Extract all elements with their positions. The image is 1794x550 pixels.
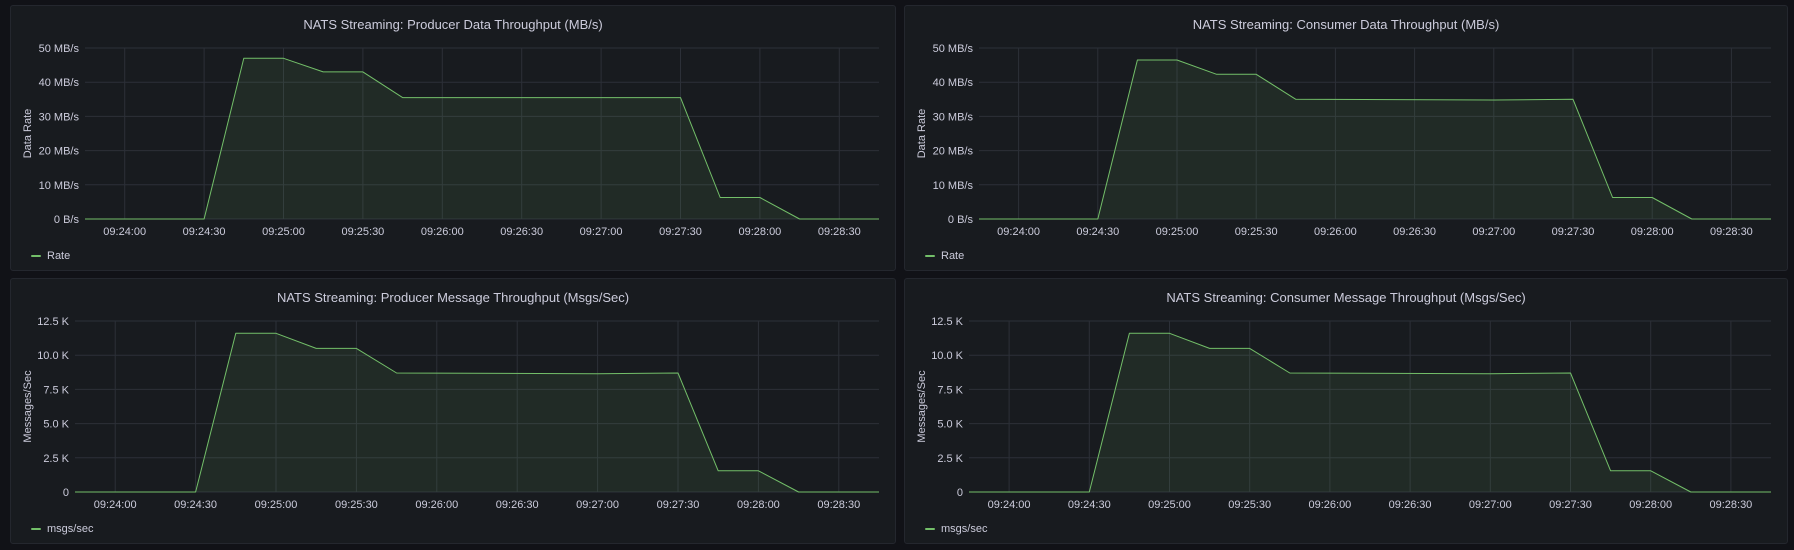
x-tick-label: 09:24:00 bbox=[94, 499, 137, 511]
x-tick-label: 09:25:30 bbox=[341, 226, 384, 238]
series-area bbox=[75, 333, 879, 492]
y-tick-label: 12.5 K bbox=[37, 316, 69, 328]
x-tick-label: 09:25:00 bbox=[255, 499, 298, 511]
x-tick-label: 09:26:30 bbox=[1389, 499, 1432, 511]
x-tick-label: 09:24:30 bbox=[1076, 226, 1119, 238]
legend-swatch bbox=[31, 528, 41, 530]
panel-consumer-data-throughput: NATS Streaming: Consumer Data Throughput… bbox=[904, 5, 1788, 271]
legend-item[interactable]: msgs/sec bbox=[925, 523, 987, 535]
y-tick-label: 10 MB/s bbox=[39, 180, 80, 192]
x-tick-label: 09:27:30 bbox=[659, 226, 702, 238]
panel-title[interactable]: NATS Streaming: Consumer Message Through… bbox=[1166, 290, 1526, 305]
y-tick-label: 2.5 K bbox=[43, 453, 69, 465]
x-tick-label: 09:27:00 bbox=[576, 499, 619, 511]
legend-item[interactable]: Rate bbox=[31, 250, 70, 262]
y-tick-label: 5.0 K bbox=[937, 419, 963, 431]
legend-label: msgs/sec bbox=[941, 523, 988, 535]
y-tick-label: 30 MB/s bbox=[39, 111, 80, 123]
y-axis-label: Data Rate bbox=[916, 109, 928, 159]
x-tick-label: 09:24:30 bbox=[1068, 499, 1111, 511]
y-tick-label: 0 bbox=[957, 487, 963, 499]
y-tick-label: 40 MB/s bbox=[933, 77, 974, 89]
y-tick-label: 40 MB/s bbox=[39, 77, 80, 89]
panel-title[interactable]: NATS Streaming: Consumer Data Throughput… bbox=[1192, 17, 1500, 32]
x-tick-label: 09:24:00 bbox=[997, 226, 1040, 238]
chart-plot: 0 2.5 K 5.0 K 7.5 K 10.0 K 12.5 K 09:24:00 09:2… bbox=[916, 316, 1772, 511]
y-tick-label: 50 MB/s bbox=[39, 43, 80, 55]
legend-label: Rate bbox=[941, 250, 965, 262]
y-tick-label: 0 bbox=[63, 487, 69, 499]
x-tick-label: 09:24:00 bbox=[988, 499, 1031, 511]
y-tick-label: 10 MB/s bbox=[933, 180, 974, 192]
y-tick-label: 50 MB/s bbox=[933, 43, 974, 55]
legend-item[interactable]: msgs/sec bbox=[31, 523, 93, 535]
x-tick-label: 09:26:30 bbox=[1393, 226, 1436, 238]
y-tick-label: 10.0 K bbox=[931, 350, 963, 362]
y-tick-label: 20 MB/s bbox=[39, 146, 80, 158]
chart-plot: 0 B/s 10 MB/s 20 MB/s 30 MB/s 40 MB/s 50 MB/s… bbox=[916, 43, 1772, 238]
x-tick-label: 09:28:00 bbox=[1631, 226, 1674, 238]
x-tick-label: 09:27:30 bbox=[1552, 226, 1595, 238]
y-axis-label: Messages/Sec bbox=[916, 370, 928, 443]
x-tick-label: 09:26:00 bbox=[415, 499, 458, 511]
x-tick-label: 09:27:00 bbox=[1469, 499, 1512, 511]
x-tick-label: 09:28:00 bbox=[737, 499, 780, 511]
legend-swatch bbox=[925, 528, 935, 530]
chart-plot: 0 B/s 10 MB/s 20 MB/s 30 MB/s 40 MB/s 50 MB/s… bbox=[22, 43, 880, 238]
x-tick-label: 09:25:00 bbox=[262, 226, 305, 238]
y-axis-label: Data Rate bbox=[22, 109, 34, 159]
legend-label: msgs/sec bbox=[47, 523, 94, 535]
x-tick-label: 09:26:00 bbox=[1314, 226, 1357, 238]
x-tick-label: 09:25:00 bbox=[1148, 499, 1191, 511]
panel-producer-message-throughput: NATS Streaming: Producer Message Through… bbox=[10, 278, 896, 544]
legend-swatch bbox=[31, 255, 41, 257]
x-tick-label: 09:28:00 bbox=[738, 226, 781, 238]
y-tick-label: 10.0 K bbox=[37, 350, 69, 362]
x-tick-label: 09:26:30 bbox=[500, 226, 543, 238]
x-tick-label: 09:28:30 bbox=[818, 226, 861, 238]
y-axis-label: Messages/Sec bbox=[22, 370, 34, 443]
panel-title[interactable]: NATS Streaming: Producer Message Through… bbox=[276, 290, 630, 305]
x-tick-label: 09:28:30 bbox=[817, 499, 860, 511]
x-tick-label: 09:27:30 bbox=[657, 499, 700, 511]
x-tick-label: 09:24:30 bbox=[174, 499, 217, 511]
x-tick-label: 09:25:00 bbox=[1156, 226, 1199, 238]
legend-item[interactable]: Rate bbox=[925, 250, 964, 262]
x-tick-label: 09:26:30 bbox=[496, 499, 539, 511]
y-tick-label: 30 MB/s bbox=[933, 111, 974, 123]
x-tick-label: 09:27:00 bbox=[1472, 226, 1515, 238]
x-tick-label: 09:28:30 bbox=[1709, 499, 1752, 511]
y-tick-label: 2.5 K bbox=[937, 453, 963, 465]
y-tick-label: 5.0 K bbox=[43, 419, 69, 431]
y-tick-label: 7.5 K bbox=[43, 384, 69, 396]
x-tick-label: 09:27:30 bbox=[1549, 499, 1592, 511]
x-tick-label: 09:25:30 bbox=[335, 499, 378, 511]
y-tick-label: 0 B/s bbox=[54, 214, 80, 226]
legend-label: Rate bbox=[47, 250, 71, 262]
series-line bbox=[85, 57, 879, 220]
x-tick-label: 09:24:00 bbox=[103, 226, 146, 238]
x-tick-label: 09:25:30 bbox=[1228, 499, 1271, 511]
x-tick-label: 09:28:00 bbox=[1629, 499, 1672, 511]
y-tick-label: 0 B/s bbox=[948, 214, 974, 226]
panel-title[interactable]: NATS Streaming: Producer Data Throughput… bbox=[303, 17, 603, 32]
x-tick-label: 09:26:00 bbox=[421, 226, 464, 238]
panel-consumer-message-throughput: NATS Streaming: Consumer Message Through… bbox=[904, 278, 1788, 544]
x-tick-label: 09:28:30 bbox=[1710, 226, 1753, 238]
x-tick-label: 09:24:30 bbox=[183, 226, 226, 238]
legend-swatch bbox=[925, 255, 935, 257]
y-tick-label: 7.5 K bbox=[937, 384, 963, 396]
y-tick-label: 12.5 K bbox=[931, 316, 963, 328]
x-tick-label: 09:25:30 bbox=[1235, 226, 1278, 238]
series-area bbox=[969, 333, 1771, 492]
panel-producer-data-throughput: NATS Streaming: Producer Data Throughput… bbox=[10, 5, 896, 271]
x-tick-label: 09:26:00 bbox=[1308, 499, 1351, 511]
y-tick-label: 20 MB/s bbox=[933, 146, 974, 158]
chart-plot: 0 2.5 K 5.0 K 7.5 K 10.0 K 12.5 K 09:24:00 09:2… bbox=[22, 316, 880, 511]
x-tick-label: 09:27:00 bbox=[580, 226, 623, 238]
